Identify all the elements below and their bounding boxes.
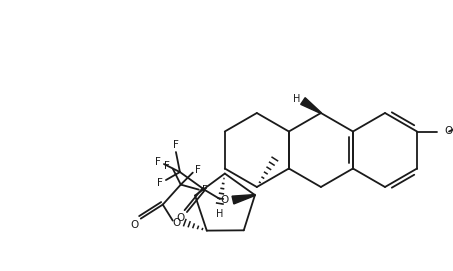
Text: O: O [221, 195, 229, 205]
Text: O: O [173, 218, 181, 228]
Text: O: O [177, 213, 185, 223]
Text: F: F [173, 140, 179, 150]
Text: H: H [216, 208, 223, 218]
Text: F: F [157, 178, 163, 188]
Polygon shape [301, 98, 321, 114]
Text: F: F [202, 185, 208, 195]
Text: F: F [155, 157, 161, 167]
Text: H: H [293, 94, 301, 104]
Text: F: F [195, 164, 201, 175]
Polygon shape [232, 195, 255, 204]
Text: O: O [130, 220, 139, 230]
Text: O: O [444, 127, 452, 137]
Text: F: F [164, 161, 170, 171]
